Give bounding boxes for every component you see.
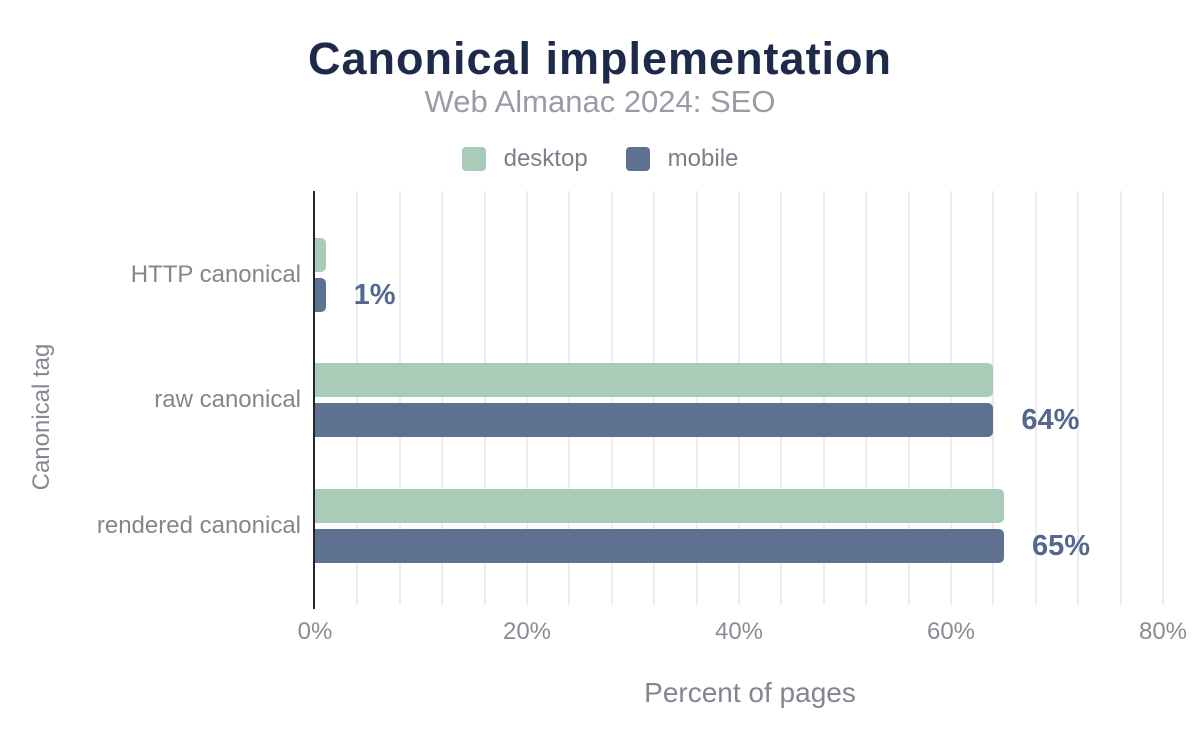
x-tick-label: 80% (1138, 618, 1188, 645)
gridline (356, 191, 359, 605)
gridline (780, 191, 783, 605)
bar-mobile-2[interactable] (315, 529, 1004, 563)
legend-swatch-desktop (461, 147, 486, 171)
legend-item-mobile: mobile (625, 145, 739, 173)
value-label: 65% (1032, 530, 1091, 562)
gridline (653, 191, 656, 605)
gridline (865, 191, 868, 605)
gridline (822, 191, 825, 605)
x-tick-label: 20% (502, 618, 552, 645)
gridline (1077, 191, 1080, 605)
bar-desktop-1[interactable] (315, 363, 994, 398)
legend: desktop mobile (0, 145, 1200, 173)
gridline (398, 191, 401, 605)
legend-label: mobile (667, 145, 739, 172)
gridline (483, 191, 486, 605)
x-axis-title: Percent of pages (644, 677, 856, 708)
legend-label: desktop (503, 145, 588, 172)
gridline (441, 191, 444, 605)
value-label: 64% (1021, 404, 1080, 437)
category-label: raw canonical (154, 386, 301, 414)
value-label: 1% (353, 278, 396, 311)
gridline (695, 191, 698, 605)
x-tick-label: 40% (714, 618, 764, 645)
bar-mobile-1[interactable] (315, 403, 994, 438)
gridline (1119, 191, 1122, 605)
bar-desktop-2[interactable] (315, 489, 1004, 523)
category-label: rendered canonical (96, 512, 301, 539)
x-tick-label: 0% (297, 618, 333, 645)
gridline (1034, 191, 1037, 605)
chart-title: Canonical implementation (307, 33, 893, 84)
gridline (568, 191, 571, 605)
legend-item-desktop: desktop (461, 145, 588, 173)
gridline (992, 191, 995, 605)
bar-desktop-0[interactable] (315, 237, 326, 272)
gridline (526, 191, 528, 605)
plot-area: 1% 64% 65% (315, 191, 1164, 608)
chart-subtitle: Web Almanac 2024: SEO (424, 84, 776, 119)
gridline (907, 191, 910, 605)
gridline (1162, 191, 1164, 605)
y-axis-line (312, 191, 315, 609)
gridline (610, 191, 613, 605)
category-label: HTTP canonical (130, 260, 301, 288)
legend-swatch-mobile (625, 147, 650, 171)
x-tick-label: 60% (926, 618, 976, 645)
bar-mobile-0[interactable] (315, 277, 326, 312)
gridline (738, 191, 740, 605)
gridline (950, 191, 952, 605)
